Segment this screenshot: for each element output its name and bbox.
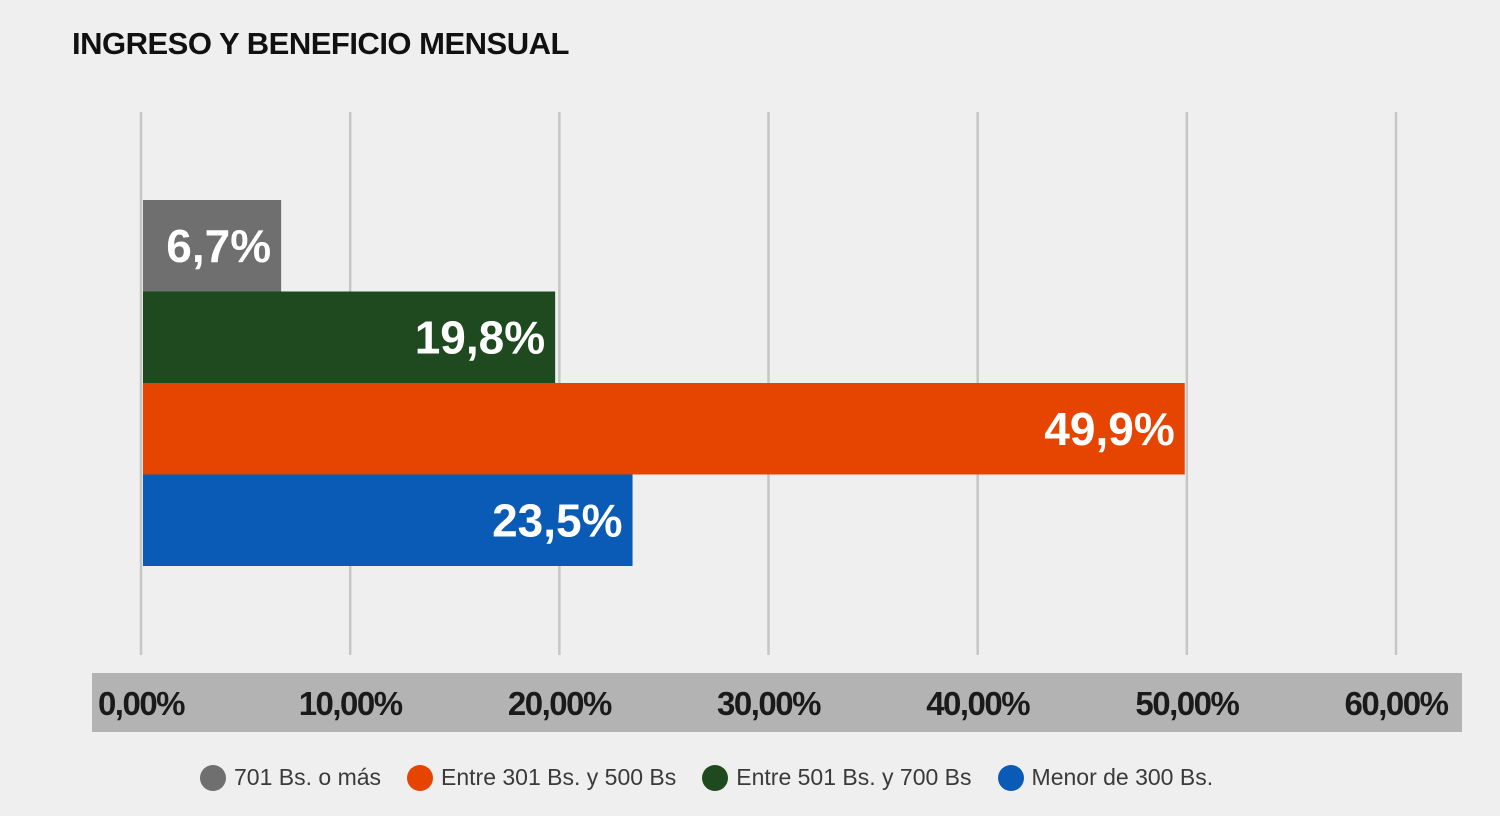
bar-data-label: 19,8% (415, 311, 545, 363)
bar-labels: 6,7% 19,8% 49,9% 23,5% (166, 220, 1174, 547)
bar-data-label: 49,9% (1044, 403, 1174, 455)
legend-swatch (702, 764, 729, 791)
chart-title: INGRESO Y BENEFICIO MENSUAL (72, 26, 569, 61)
legend-swatch (407, 764, 434, 791)
legend: 701 Bs. o más Entre 301 Bs. y 500 Bs Entre… (200, 764, 1239, 791)
x-axis: 0,00% 10,00% 20,00% 30,00% 40,00% 50,00% 60,00… (92, 673, 1462, 732)
legend-label: 701 Bs. o más (234, 764, 382, 790)
x-tick-label: 50,00% (1135, 685, 1239, 722)
legend-item: Entre 301 Bs. y 500 Bs (407, 764, 676, 791)
x-tick-label: 10,00% (299, 685, 403, 722)
bar (143, 200, 282, 292)
bar-data-label: 23,5% (492, 494, 622, 546)
x-tick-label: 0,00% (98, 685, 185, 722)
legend-swatch (997, 764, 1024, 791)
x-tick-label: 60,00% (1345, 685, 1449, 722)
bar (143, 291, 556, 383)
x-tick-label: 30,00% (717, 685, 821, 722)
legend-item: 701 Bs. o más (200, 764, 381, 791)
legend-item: Entre 501 Bs. y 700 Bs (702, 764, 972, 791)
bar-data-label: 6,7% (166, 220, 271, 272)
x-tick-label: 40,00% (926, 685, 1030, 722)
legend-label: Entre 301 Bs. y 500 Bs (441, 764, 677, 790)
legend-label: Entre 501 Bs. y 700 Bs (736, 764, 972, 790)
legend-swatch (200, 764, 226, 791)
bar (143, 474, 633, 566)
legend-item: Menor de 300 Bs. (997, 764, 1214, 791)
legend-label: Menor de 300 Bs. (1031, 764, 1214, 790)
x-tick-label: 20,00% (508, 685, 612, 722)
bar (143, 383, 1185, 475)
x-axis-band (92, 673, 1462, 732)
bars (143, 200, 1185, 566)
